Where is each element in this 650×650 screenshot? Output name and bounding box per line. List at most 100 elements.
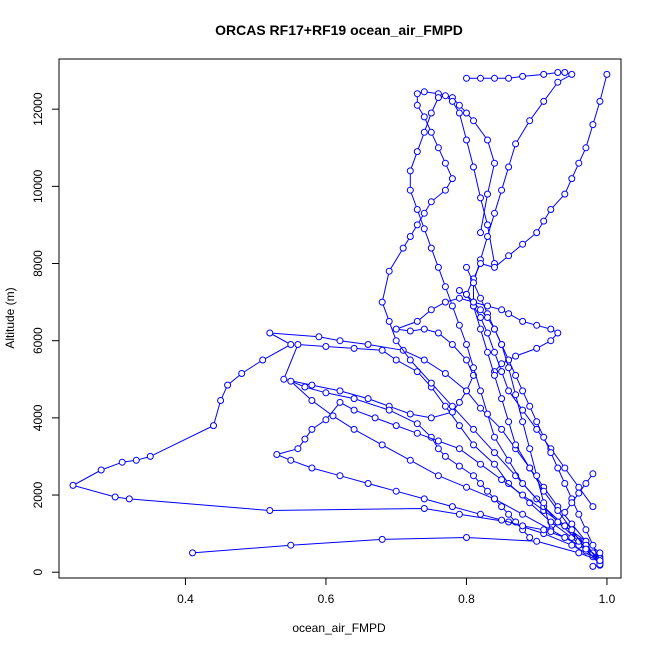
data-point	[224, 381, 232, 389]
data-point	[420, 113, 428, 121]
data-point	[561, 522, 569, 530]
data-point	[561, 508, 569, 516]
data-point	[441, 402, 449, 410]
data-point	[575, 549, 583, 557]
data-point	[308, 425, 316, 433]
data-point	[463, 341, 470, 348]
data-point	[505, 74, 513, 82]
data-point	[491, 74, 498, 82]
data-point	[385, 406, 393, 414]
series-10	[455, 287, 597, 536]
data-point	[448, 97, 456, 105]
data-point	[455, 101, 463, 109]
y-tick-label: 0	[31, 569, 45, 576]
data-point	[336, 337, 344, 345]
series-layer	[69, 69, 611, 570]
data-point	[413, 420, 421, 428]
data-point	[484, 348, 491, 356]
data-point	[526, 402, 534, 410]
data-point	[336, 387, 344, 395]
data-point	[350, 395, 358, 403]
data-point	[434, 144, 442, 152]
data-point	[441, 283, 449, 291]
data-point	[420, 225, 428, 233]
data-point	[259, 356, 267, 364]
data-point	[512, 441, 520, 449]
x-tick-label: 0.8	[458, 592, 475, 606]
data-point	[322, 389, 330, 397]
y-axis: 0 2000 4000 6000 8000 10000 12000	[31, 92, 60, 576]
data-point	[378, 535, 386, 543]
data-point	[561, 480, 569, 487]
data-point	[547, 449, 555, 457]
data-point	[477, 74, 484, 82]
data-point	[315, 333, 323, 341]
data-point	[519, 491, 527, 499]
data-point	[427, 244, 435, 252]
data-point	[399, 244, 407, 252]
data-point	[484, 221, 491, 229]
data-point	[336, 472, 344, 480]
data-point	[519, 240, 527, 248]
data-point	[491, 460, 498, 468]
data-point	[505, 510, 513, 518]
data-point	[448, 402, 456, 410]
data-point	[322, 343, 330, 350]
data-point	[470, 441, 477, 449]
data-point	[406, 410, 414, 418]
data-point	[406, 327, 414, 335]
data-point	[336, 398, 344, 406]
data-point	[350, 344, 358, 352]
data-point	[392, 487, 400, 495]
data-point	[210, 422, 217, 430]
data-point	[526, 445, 534, 453]
data-point	[322, 416, 330, 424]
data-point	[413, 90, 421, 98]
data-point	[554, 78, 562, 86]
data-point	[378, 346, 386, 354]
data-point	[596, 97, 604, 105]
data-point	[406, 186, 414, 194]
data-point	[533, 418, 541, 426]
data-point	[427, 128, 435, 136]
data-point	[455, 398, 463, 406]
data-point	[540, 499, 548, 507]
data-point	[301, 383, 309, 391]
data-point	[484, 329, 491, 337]
data-point	[350, 425, 358, 433]
data-point	[582, 526, 590, 534]
data-point	[301, 435, 309, 443]
data-point	[484, 487, 491, 495]
data-point	[575, 510, 583, 518]
data-point	[420, 495, 428, 503]
x-tick-label: 0.4	[177, 592, 194, 606]
y-tick-label: 12000	[31, 92, 45, 126]
data-point	[420, 356, 428, 364]
data-point	[455, 445, 463, 453]
data-point	[568, 175, 576, 183]
data-point	[406, 167, 414, 175]
data-point	[491, 209, 498, 217]
data-point	[294, 445, 302, 453]
data-point	[477, 387, 484, 395]
data-point	[512, 371, 520, 379]
data-point	[463, 74, 470, 82]
data-point	[526, 117, 534, 125]
data-point	[69, 481, 77, 489]
data-point	[266, 329, 274, 337]
data-point	[477, 229, 484, 237]
data-point	[441, 298, 449, 306]
data-point	[413, 148, 421, 156]
data-point	[533, 344, 541, 352]
data-point	[568, 70, 576, 78]
data-point	[575, 159, 583, 167]
data-point	[575, 489, 583, 497]
data-point	[519, 317, 527, 325]
data-point	[526, 534, 534, 541]
data-point	[477, 460, 484, 468]
data-point	[533, 472, 541, 480]
data-point	[308, 381, 316, 389]
data-point	[477, 194, 484, 202]
data-point	[484, 136, 491, 144]
